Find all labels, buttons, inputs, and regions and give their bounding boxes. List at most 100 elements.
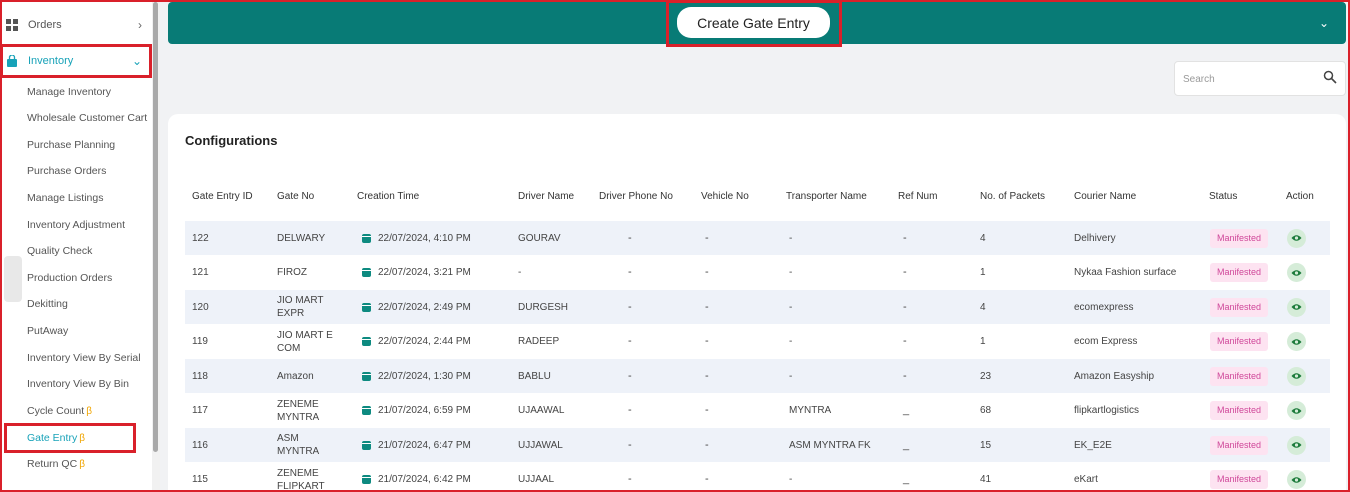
sidebar-item-label: Quality Check — [27, 245, 93, 257]
sidebar-item-label: Inventory View By Serial — [27, 352, 141, 364]
gate-no: ZENEME FLIPKART — [277, 467, 325, 492]
eye-icon — [1291, 338, 1302, 345]
creation-time: 21/07/2024, 6:59 PM — [362, 394, 471, 428]
sidebar-item-dekitting[interactable]: Dekitting — [27, 296, 68, 312]
status-badge: Manifested — [1210, 435, 1269, 455]
courier-name: eKart — [1074, 474, 1098, 485]
table-row[interactable]: 122 DELWARY 22/07/2024, 4:10 PM GOURAV -… — [185, 221, 1330, 255]
sidebar-item-cycle-count[interactable]: Cycle Count β — [27, 403, 92, 419]
gate-entry-id: 121 — [192, 267, 209, 278]
view-button[interactable] — [1287, 228, 1306, 248]
status-badge: Manifested — [1210, 263, 1269, 282]
view-button[interactable] — [1287, 401, 1306, 420]
view-button[interactable] — [1287, 435, 1306, 455]
sidebar-item-label: Manage Inventory — [27, 86, 112, 98]
driver-name: UJAAWAL — [518, 405, 565, 416]
sidebar-item-label: Inventory Adjustment — [27, 219, 126, 231]
sidebar-item-label: Cycle Count — [27, 405, 85, 417]
view-button[interactable] — [1287, 297, 1306, 317]
sidebar-item-orders[interactable]: Orders › — [4, 12, 150, 38]
driver-phone: - — [628, 438, 632, 451]
gate-entry-id: 115 — [192, 474, 208, 485]
sidebar-item-label: Purchase Orders — [27, 165, 107, 177]
driver-name: UJJAAL — [518, 474, 555, 485]
creation-time: 21/07/2024, 6:47 PM — [362, 428, 471, 462]
search-icon[interactable] — [1323, 70, 1337, 84]
view-button[interactable] — [1287, 332, 1306, 351]
sidebar: Orders › Inventory ⌄ Manage Inventory Wh… — [0, 0, 152, 492]
view-button[interactable] — [1287, 470, 1306, 489]
sidebar-item-label: Dekitting — [27, 298, 68, 310]
sidebar-scrollbar[interactable] — [152, 0, 160, 492]
sidebar-item-production-orders[interactable]: Production Orders — [27, 270, 112, 286]
sidebar-item-inventory-view-by-bin[interactable]: Inventory View By Bin — [27, 376, 129, 392]
table-header: Gate Entry ID Gate No Creation Time Driv… — [185, 191, 1330, 207]
ref-num: - — [903, 335, 907, 347]
ref-num: - — [903, 231, 907, 244]
view-button[interactable] — [1287, 263, 1306, 282]
table-row[interactable]: 118 Amazon 22/07/2024, 1:30 PM BABLU - -… — [185, 359, 1330, 393]
sidebar-item-wholesale-customer-cart[interactable]: Wholesale Customer Cart — [27, 110, 147, 126]
status-cell: Manifested — [1210, 463, 1269, 492]
creation-time-text: 22/07/2024, 1:30 PM — [378, 370, 471, 382]
sidebar-item-label: Inventory View By Bin — [27, 378, 129, 390]
sidebar-item-inventory[interactable]: Inventory ⌄ — [4, 48, 150, 74]
sidebar-item-inventory-view-by-serial[interactable]: Inventory View By Serial — [27, 350, 141, 366]
sidebar-item-inventory-adjustment[interactable]: Inventory Adjustment — [27, 217, 125, 233]
creation-time: 22/07/2024, 2:44 PM — [362, 325, 471, 359]
ref-num: _ — [903, 404, 910, 416]
action-cell — [1287, 290, 1306, 324]
driver-phone: - — [628, 369, 632, 382]
sidebar-scrollbar-thumb[interactable] — [153, 2, 158, 452]
sidebar-item-purchase-planning[interactable]: Purchase Planning — [27, 137, 115, 153]
table-row[interactable]: 115 ZENEME FLIPKART 21/07/2024, 6:42 PM … — [185, 463, 1330, 492]
action-cell — [1287, 325, 1306, 359]
calendar-icon — [362, 233, 371, 243]
table-row[interactable]: 117 ZENEME MYNTRA 21/07/2024, 6:59 PM UJ… — [185, 394, 1330, 428]
sidebar-item-label: Production Orders — [27, 272, 113, 284]
transporter-name: - — [789, 301, 793, 313]
sidebar-item-putaway[interactable]: PutAway — [27, 323, 68, 339]
table-row[interactable]: 120 JIO MART EXPR 22/07/2024, 2:49 PM DU… — [185, 290, 1330, 324]
transporter-name: MYNTRA — [789, 405, 832, 416]
action-cell — [1287, 359, 1306, 393]
search-input[interactable] — [1183, 70, 1313, 88]
driver-name: RADEEP — [518, 336, 560, 347]
gate-entry-id: 120 — [192, 301, 209, 313]
transporter-name: - — [789, 267, 793, 278]
status-badge: Manifested — [1210, 470, 1269, 489]
driver-phone: - — [628, 473, 632, 485]
courier-name: ecom Express — [1074, 336, 1138, 347]
courier-name: Delhivery — [1074, 232, 1116, 244]
sidebar-item-manage-inventory[interactable]: Manage Inventory — [27, 84, 111, 100]
view-button[interactable] — [1287, 366, 1306, 386]
sidebar-item-label: Wholesale Customer Cart — [27, 112, 148, 124]
packets-count: 1 — [980, 336, 986, 347]
status-cell: Manifested — [1210, 325, 1269, 359]
create-gate-entry-button[interactable]: Create Gate Entry — [677, 7, 830, 38]
ref-num: _ — [903, 473, 910, 485]
table-row[interactable]: 121 FIROZ 22/07/2024, 3:21 PM - - - - - … — [185, 256, 1330, 290]
driver-phone: - — [628, 300, 632, 313]
sidebar-item-label: PutAway — [27, 325, 69, 337]
sidebar-collapse-handle[interactable] — [4, 256, 22, 302]
column-header: Gate No — [277, 191, 315, 202]
table-row[interactable]: 119 JIO MART E COM 22/07/2024, 2:44 PM R… — [185, 325, 1330, 359]
status-cell: Manifested — [1210, 428, 1269, 462]
sidebar-item-quality-check[interactable]: Quality Check — [27, 243, 92, 259]
status-cell: Manifested — [1210, 221, 1269, 255]
beta-badge: β — [79, 459, 85, 470]
sidebar-item-purchase-orders[interactable]: Purchase Orders — [27, 163, 106, 179]
transporter-name: - — [789, 370, 793, 382]
sidebar-item-return-qc[interactable]: Return QC β — [27, 456, 85, 472]
chevron-down-icon[interactable]: ⌄ — [1319, 16, 1330, 30]
transporter-name: - — [789, 336, 793, 347]
sidebar-item-gate-entry[interactable]: Gate Entry β — [27, 430, 85, 446]
sidebar-item-manage-listings[interactable]: Manage Listings — [27, 190, 103, 206]
gate-entry-id: 116 — [192, 439, 208, 451]
calendar-icon — [362, 406, 371, 415]
sidebar-item-label: Return QC — [27, 458, 78, 470]
transporter-name: - — [789, 232, 793, 244]
table-row[interactable]: 116 ASM MYNTRA 21/07/2024, 6:47 PM UJJAW… — [185, 428, 1330, 462]
sidebar-item-label: Purchase Planning — [27, 139, 116, 151]
